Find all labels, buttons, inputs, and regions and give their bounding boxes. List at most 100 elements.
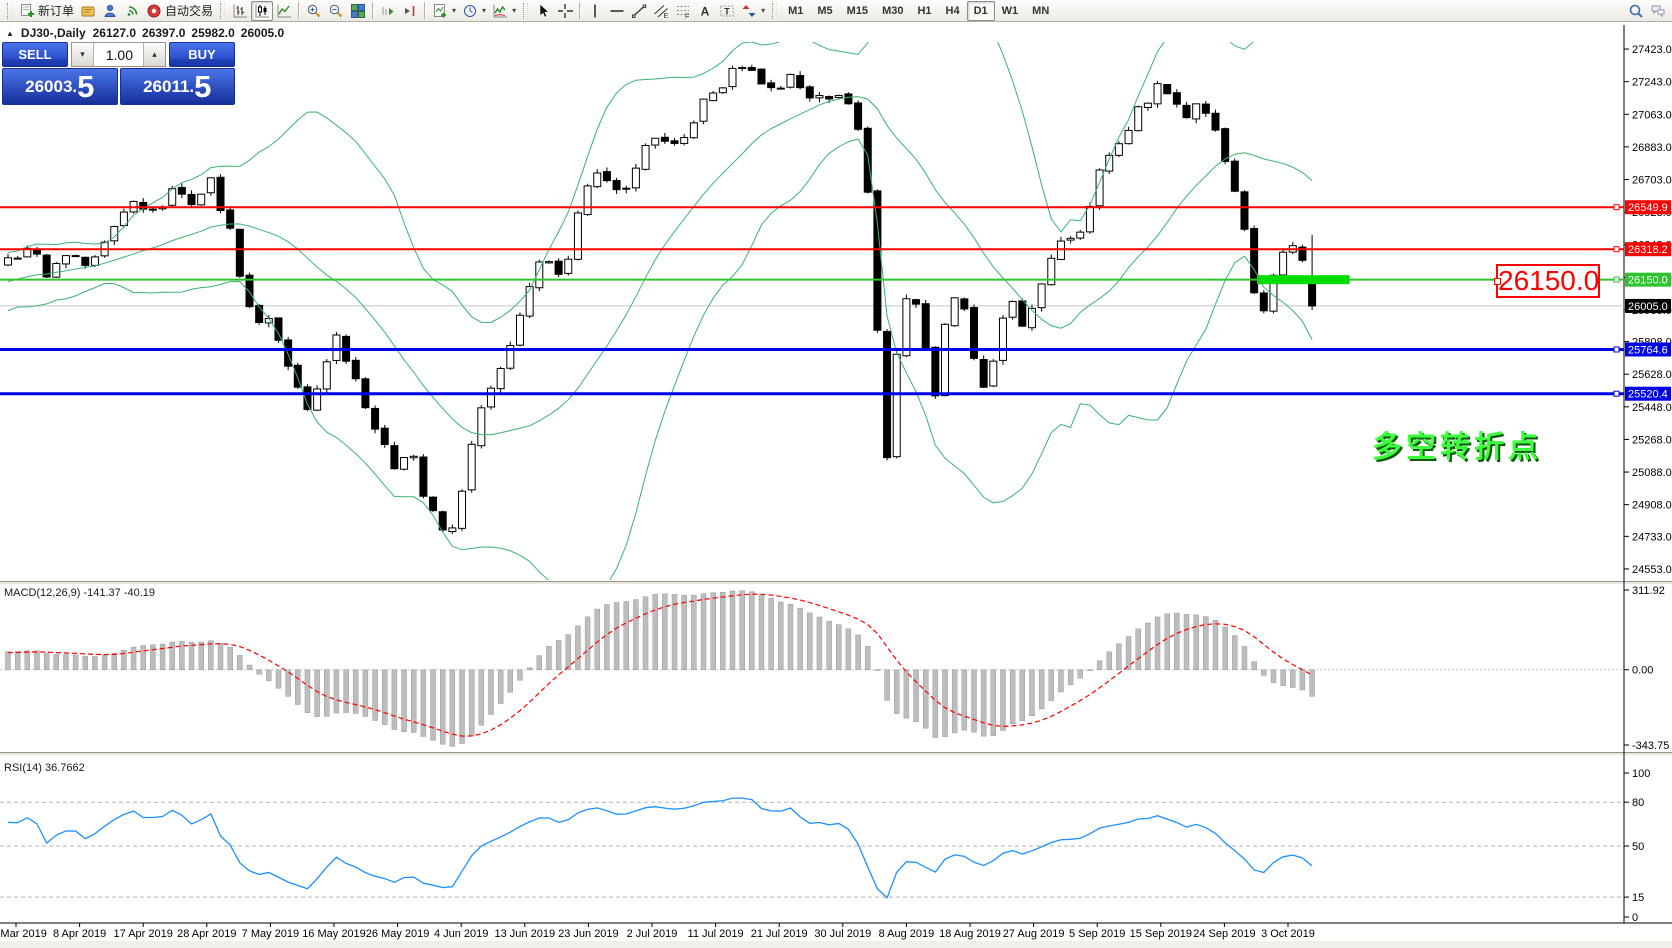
cursor-button[interactable]	[532, 1, 554, 21]
auto-scroll-button[interactable]	[377, 1, 399, 21]
toolbar-gripper[interactable]	[772, 2, 778, 19]
highlight-segment[interactable]	[1256, 275, 1350, 285]
toolbar-gripper[interactable]	[7, 2, 12, 19]
macd-bar	[913, 669, 919, 722]
date-label: 17 Apr 2019	[114, 928, 173, 940]
candle-body	[622, 187, 631, 190]
macd-bar	[314, 669, 320, 717]
tf-m30-button[interactable]: M30	[875, 1, 910, 21]
indicators-button[interactable]: ▾	[489, 1, 519, 21]
tile-windows-button[interactable]	[347, 1, 369, 21]
zoom-in-button[interactable]	[303, 1, 325, 21]
buy-button[interactable]: BUY	[169, 42, 235, 67]
macd-bar	[951, 669, 958, 734]
macd-bar	[372, 669, 378, 721]
tf-w1-button[interactable]: W1	[995, 1, 1026, 21]
date-label: 13 Jun 2019	[495, 928, 556, 940]
candle-body	[187, 193, 196, 206]
price-tick-label: 26703.0	[1632, 174, 1672, 186]
periods-dropdown-arrow[interactable]: ▾	[482, 6, 487, 15]
candle-body	[390, 445, 399, 470]
candle-body	[1037, 283, 1046, 309]
new-order-button[interactable]: 新订单	[16, 1, 77, 21]
toolbar-separator	[372, 2, 375, 19]
macd-bar	[217, 642, 224, 670]
line-chart-button[interactable]	[273, 1, 295, 21]
macd-bar	[807, 612, 813, 670]
macd-bar	[633, 599, 639, 670]
tf-m5-button[interactable]: M5	[810, 1, 839, 21]
macd-bar	[942, 669, 948, 738]
tf-m15-button[interactable]: M15	[840, 1, 875, 21]
macd-bar	[1000, 669, 1006, 731]
search-button[interactable]	[1625, 1, 1647, 21]
candle-body	[42, 254, 51, 278]
sell-price-display[interactable]: 26003. 5	[2, 68, 118, 105]
arrows-button[interactable]: ▾	[738, 1, 768, 21]
tf-m1-button[interactable]: M1	[781, 1, 810, 21]
horizontal-line-button[interactable]	[606, 1, 628, 21]
bar-chart-button[interactable]	[229, 1, 251, 21]
macd-bar	[1067, 669, 1074, 685]
turning-point-annotation[interactable]: 多空转折点	[1372, 431, 1542, 464]
buy-price-display[interactable]: 26011. 5	[119, 68, 235, 105]
candle-body	[1095, 169, 1104, 207]
periods-button[interactable]: ▾	[459, 1, 489, 21]
macd-bar	[739, 590, 745, 670]
community-button[interactable]	[99, 1, 121, 21]
chat-button[interactable]	[1647, 1, 1669, 21]
candle-body	[448, 527, 457, 533]
autotrading-button[interactable]: 自动交易	[143, 1, 216, 21]
price-level-label: 26549.9	[1628, 202, 1668, 214]
fibonacci-button[interactable]: F	[672, 1, 694, 21]
rsi-scale-label: 100	[1632, 768, 1650, 780]
chart-shift-button[interactable]	[399, 1, 421, 21]
candle-body	[573, 212, 582, 260]
bollinger-middle-band	[7, 96, 1313, 436]
panel-collapse-arrow-icon[interactable]: ▲	[6, 28, 14, 38]
fibonacci-icon: F	[675, 3, 691, 20]
metaeditor-button[interactable]	[77, 1, 99, 21]
candle-body	[1056, 240, 1065, 260]
candle-chart-button[interactable]	[251, 0, 274, 21]
candle-body	[400, 457, 409, 470]
volume-increase-button[interactable]: ▴	[143, 43, 165, 66]
equidistant-channel-button[interactable]: E	[650, 1, 672, 21]
text-button[interactable]: A	[694, 1, 716, 21]
candle-body	[747, 67, 756, 71]
volume-input[interactable]: 1.00	[94, 43, 143, 66]
zoom-out-button[interactable]	[325, 1, 347, 21]
tf-d1-button[interactable]: D1	[966, 0, 995, 21]
buy-price-pip: 5	[194, 68, 212, 104]
text-label-button[interactable]: T	[716, 1, 738, 21]
arrows-dropdown-arrow[interactable]: ▾	[761, 6, 766, 15]
indicators-dropdown-arrow[interactable]: ▾	[512, 6, 517, 15]
toolbar-gripper[interactable]	[220, 2, 226, 19]
date-label: 4 Jun 2019	[434, 928, 488, 940]
price-callout-label[interactable]: 26150.0	[1494, 264, 1600, 298]
tf-mn-button[interactable]: MN	[1025, 1, 1056, 21]
crosshair-button[interactable]	[554, 1, 583, 21]
candle-body	[71, 255, 80, 258]
level-line-anchor	[1613, 346, 1620, 353]
macd-bar	[1290, 669, 1296, 688]
macd-bar	[401, 669, 407, 732]
volume-decrease-button[interactable]: ▾	[72, 43, 94, 66]
vertical-line-button[interactable]	[584, 1, 606, 21]
templates-button[interactable]: ▾	[429, 1, 459, 21]
svg-text:F: F	[685, 13, 689, 19]
text-label-icon: T	[719, 3, 735, 19]
sell-button[interactable]: SELL	[2, 42, 68, 67]
toolbar-gripper[interactable]	[523, 2, 529, 19]
templates-dropdown-arrow[interactable]: ▾	[452, 6, 457, 15]
trendline-button[interactable]	[628, 1, 650, 21]
tf-h1-button[interactable]: H1	[910, 1, 938, 21]
tf-m30-label: M30	[882, 4, 904, 17]
price-level-label-bg	[1625, 200, 1671, 215]
candle-body	[825, 96, 834, 100]
signals-button[interactable]	[121, 1, 143, 21]
horizontal-line-icon	[609, 3, 625, 19]
candle-body	[757, 68, 766, 85]
tf-h4-button[interactable]: H4	[939, 1, 967, 21]
